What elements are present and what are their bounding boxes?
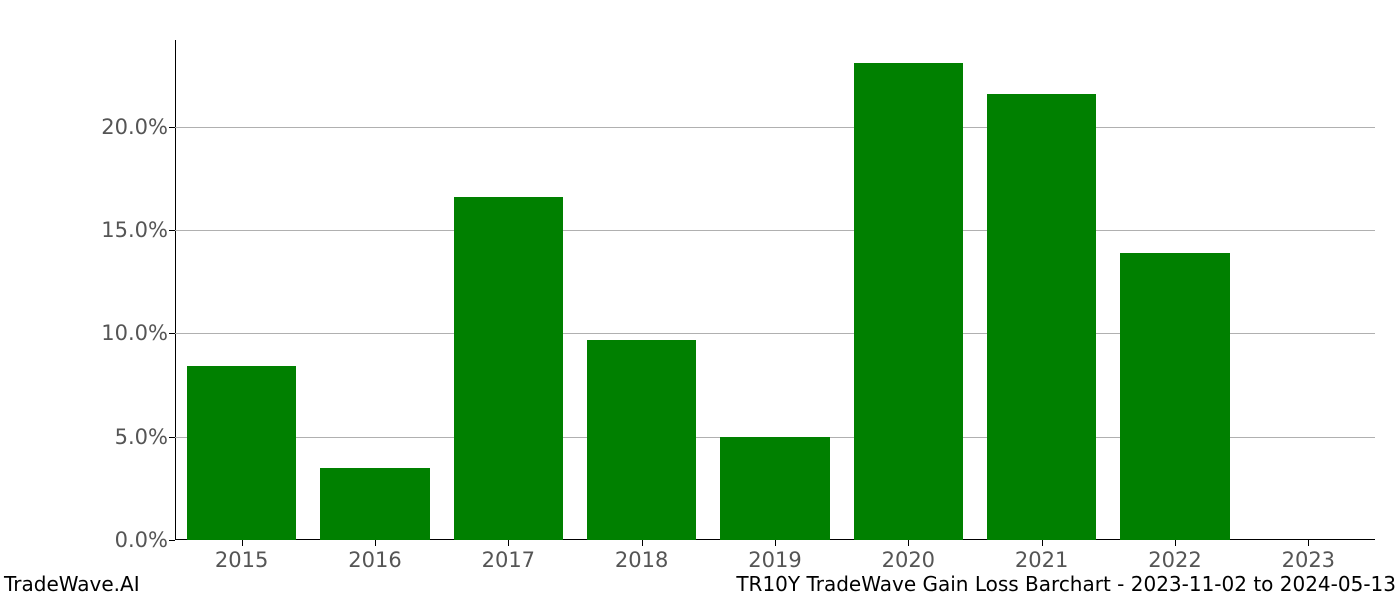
y-axis-line — [175, 40, 176, 540]
x-tick-label: 2018 — [615, 548, 668, 572]
x-tick-label: 2017 — [482, 548, 535, 572]
x-tick-mark — [908, 540, 909, 546]
x-tick-label: 2019 — [748, 548, 801, 572]
bar — [587, 340, 696, 540]
gridline — [175, 230, 1375, 231]
y-tick-label: 0.0% — [68, 528, 168, 552]
y-tick-mark — [169, 230, 175, 231]
x-tick-mark — [508, 540, 509, 546]
bar — [320, 468, 429, 540]
y-tick-mark — [169, 333, 175, 334]
bar — [854, 63, 963, 540]
x-tick-mark — [1308, 540, 1309, 546]
bar — [987, 94, 1096, 540]
x-tick-mark — [642, 540, 643, 546]
bar-chart — [175, 40, 1375, 540]
footer-caption: TR10Y TradeWave Gain Loss Barchart - 202… — [736, 572, 1396, 596]
x-tick-mark — [1175, 540, 1176, 546]
x-tick-label: 2021 — [1015, 548, 1068, 572]
x-tick-mark — [1042, 540, 1043, 546]
bar — [720, 437, 829, 540]
x-tick-label: 2022 — [1148, 548, 1201, 572]
plot-area — [175, 40, 1375, 540]
y-tick-label: 20.0% — [68, 115, 168, 139]
y-tick-mark — [169, 127, 175, 128]
x-tick-label: 2023 — [1282, 548, 1335, 572]
x-tick-mark — [242, 540, 243, 546]
y-tick-mark — [169, 437, 175, 438]
bar — [1120, 253, 1229, 540]
gridline — [175, 127, 1375, 128]
x-tick-mark — [375, 540, 376, 546]
x-tick-mark — [775, 540, 776, 546]
footer-brand: TradeWave.AI — [4, 572, 140, 596]
y-tick-label: 15.0% — [68, 218, 168, 242]
x-tick-label: 2015 — [215, 548, 268, 572]
y-tick-label: 5.0% — [68, 425, 168, 449]
x-tick-label: 2020 — [882, 548, 935, 572]
y-tick-label: 10.0% — [68, 321, 168, 345]
x-tick-label: 2016 — [348, 548, 401, 572]
y-tick-mark — [169, 540, 175, 541]
bar — [454, 197, 563, 540]
bar — [187, 366, 296, 540]
